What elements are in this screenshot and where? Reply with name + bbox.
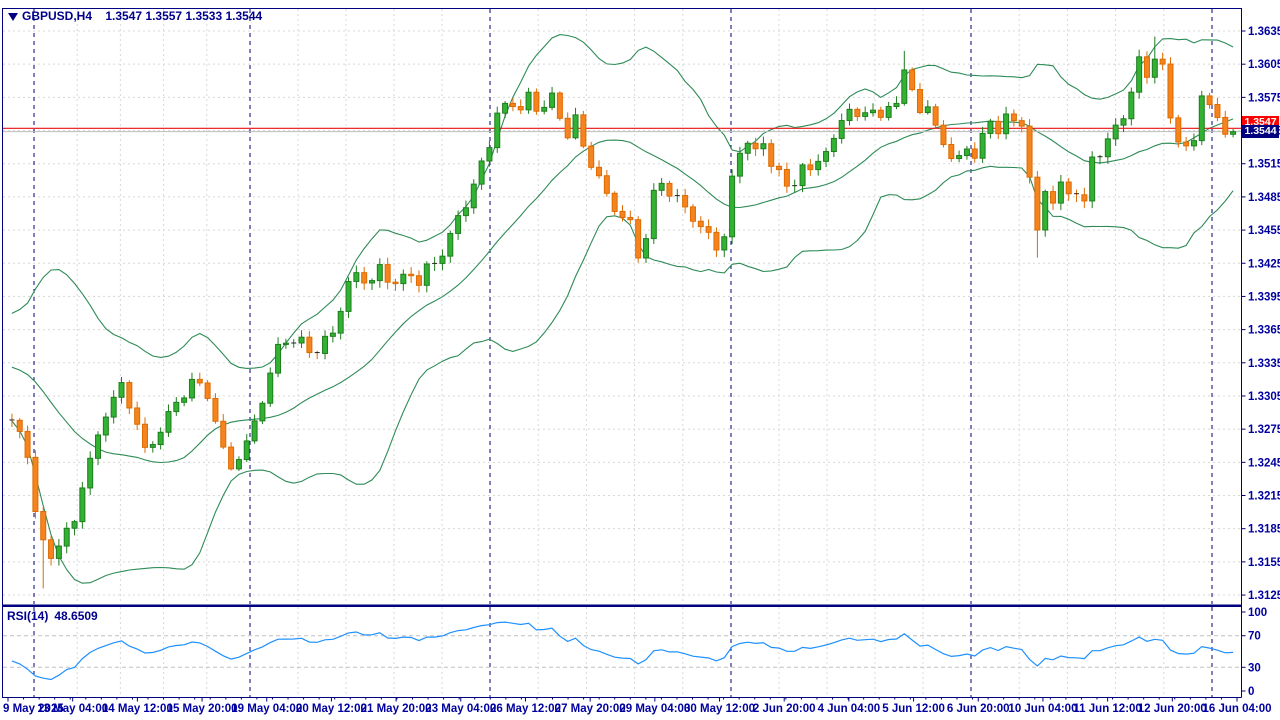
price-axis-label: 1.3185 — [1248, 524, 1280, 536]
time-axis-label: 14 May 12:00 — [102, 703, 173, 715]
price-axis-label: 1.3425 — [1248, 258, 1280, 270]
time-axis-label: 12 Jun 20:00 — [1138, 703, 1207, 715]
time-axis-label: 10 Jun 04:00 — [1008, 703, 1077, 715]
time-axis-label: 23 May 04:00 — [425, 703, 496, 715]
rsi-line — [11, 621, 1234, 681]
bid-price-tag: 1.3544 — [1242, 124, 1279, 138]
price-axis-label: 1.3485 — [1248, 192, 1280, 204]
price-axis-label: 1.3605 — [1248, 59, 1280, 71]
rsi-axis-label: 0 — [1248, 686, 1254, 698]
time-axis-label: 6 Jun 20:00 — [947, 703, 1010, 715]
time-axis-label: 16 Jun 04:00 — [1202, 703, 1271, 715]
rsi-axis-label: 30 — [1248, 662, 1261, 674]
time-axis-label: 26 May 12:00 — [490, 703, 561, 715]
time-axis-label: 5 Jun 12:00 — [882, 703, 945, 715]
time-axis-label: 9 May 2025 — [3, 703, 64, 715]
rsi-name: RSI(14) — [7, 609, 49, 623]
rsi-axis-labels: 100 70 30 0 — [1241, 607, 1267, 698]
price-axis-label: 1.3335 — [1248, 358, 1280, 370]
price-axis-label: 1.3575 — [1248, 92, 1280, 104]
price-axis-label: 1.3365 — [1248, 325, 1280, 337]
rsi-value: 48.6509 — [54, 609, 98, 623]
price-axis-label: 1.3305 — [1248, 391, 1280, 403]
rsi-indicator-label: RSI(14) 48.6509 — [7, 609, 98, 623]
time-axis-label: 15 May 20:00 — [167, 703, 238, 715]
price-axis-label: 1.3215 — [1248, 491, 1280, 503]
price-axis-label: 1.3395 — [1248, 291, 1280, 303]
price-axis-label: 1.3245 — [1248, 457, 1280, 469]
price-axis-label: 1.3155 — [1248, 557, 1280, 569]
symbol-marker-icon[interactable] — [8, 13, 18, 21]
price-axis-label: 1.3275 — [1248, 424, 1280, 436]
rsi-panel — [3, 635, 1242, 668]
day-gridlines — [76, 9, 1165, 697]
rsi-axis-label: 70 — [1248, 631, 1261, 643]
time-axis-label: 2 Jun 20:00 — [753, 703, 816, 715]
time-axis-label: 19 May 04:00 — [231, 703, 302, 715]
price-axis-label: 1.3515 — [1248, 159, 1280, 171]
chart-symbol-period: GBPUSD,H4 — [22, 9, 93, 23]
time-axis-label: 27 May 20:00 — [555, 703, 626, 715]
price-axis-labels: 1.3125 1.3155 1.3185 1.3215 1.3245 1.3275 1.33… — [1241, 26, 1280, 602]
time-axis-label: 13 May 04:00 — [37, 703, 108, 715]
price-level-lines — [3, 127, 1242, 133]
time-axis-label: 20 May 12:00 — [296, 703, 367, 715]
time-axis-label: 30 May 12:00 — [684, 703, 755, 715]
time-axis-label: 11 Jun 12:00 — [1073, 703, 1141, 715]
price-axis-label: 1.3125 — [1248, 590, 1280, 602]
time-axis-label: 4 Jun 04:00 — [818, 703, 881, 715]
rsi-axis-label: 100 — [1248, 607, 1267, 619]
time-axis-label: 29 May 04:00 — [619, 703, 690, 715]
price-axis-label: 1.3455 — [1248, 225, 1280, 237]
week-separators — [33, 9, 1213, 697]
candlestick-series — [9, 36, 1237, 589]
chart-title: GBPUSD,H4 1.3547 1.3557 1.3533 1.3544 — [22, 9, 262, 23]
time-axis-label: 21 May 20:00 — [361, 703, 432, 715]
chart-ohlc-values: 1.3547 1.3557 1.3533 1.3544 — [105, 9, 263, 23]
price-axis-label: 1.3635 — [1248, 26, 1280, 38]
